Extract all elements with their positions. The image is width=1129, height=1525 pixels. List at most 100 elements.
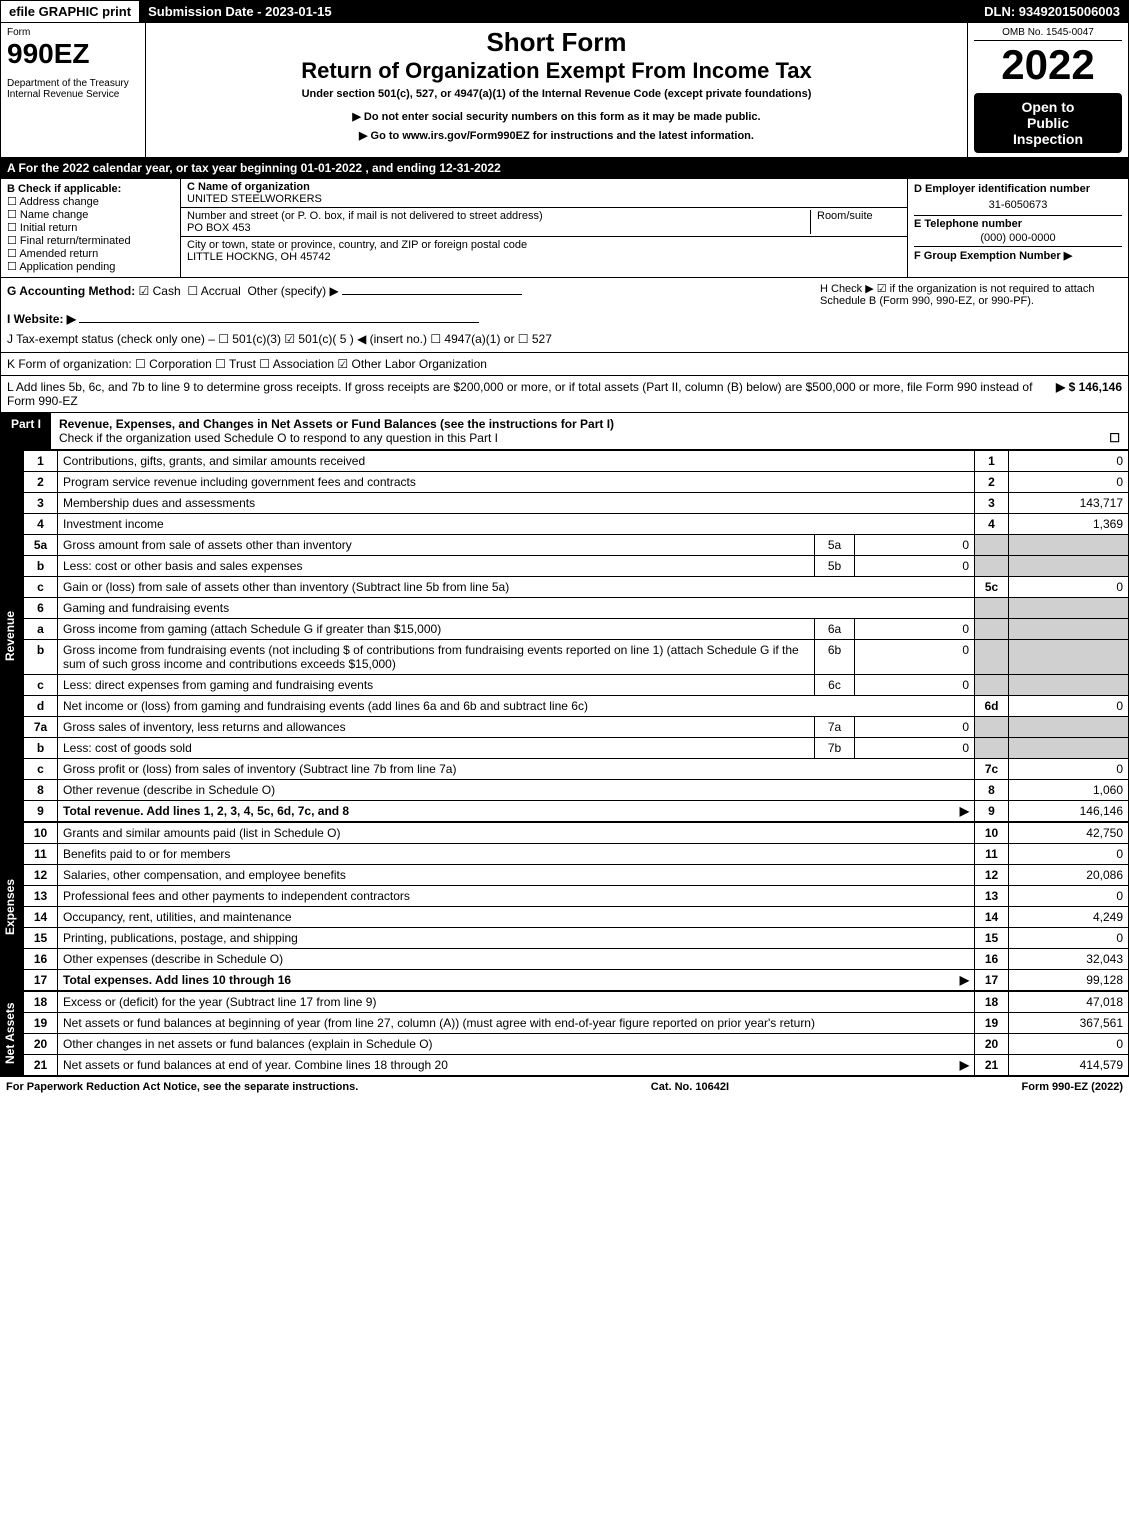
d-ein-label: D Employer identification number bbox=[914, 183, 1122, 195]
l11-desc: Benefits paid to or for members bbox=[58, 844, 975, 865]
part1-title-text: Revenue, Expenses, and Changes in Net As… bbox=[59, 417, 614, 431]
line-16: 16Other expenses (describe in Schedule O… bbox=[24, 949, 1129, 970]
l5b-shade1 bbox=[975, 556, 1009, 577]
b-opt-address[interactable]: ☐ Address change bbox=[7, 195, 174, 208]
l10-num: 10 bbox=[24, 823, 58, 844]
l5b-num: b bbox=[24, 556, 58, 577]
b-opt-final-label: Final return/terminated bbox=[20, 235, 131, 247]
i-row: I Website: ▶ bbox=[7, 312, 1122, 326]
l3-amt: 143,717 bbox=[1009, 493, 1129, 514]
h-box: H Check ▶ ☑ if the organization is not r… bbox=[820, 282, 1120, 307]
l5a-shade1 bbox=[975, 535, 1009, 556]
l16-desc: Other expenses (describe in Schedule O) bbox=[58, 949, 975, 970]
expenses-table: 10Grants and similar amounts paid (list … bbox=[23, 822, 1129, 991]
c-city-label: City or town, state or province, country… bbox=[187, 239, 527, 251]
g-accrual[interactable]: ☐ Accrual bbox=[187, 284, 240, 298]
line-6: 6Gaming and fundraising events bbox=[24, 598, 1129, 619]
l17-amt: 99,128 bbox=[1009, 970, 1129, 991]
l20-ln: 20 bbox=[975, 1034, 1009, 1055]
l6-num: 6 bbox=[24, 598, 58, 619]
netassets-table: 18Excess or (deficit) for the year (Subt… bbox=[23, 991, 1129, 1076]
l6-shade2 bbox=[1009, 598, 1129, 619]
tax-year: 2022 bbox=[974, 41, 1122, 89]
b-opt-final[interactable]: ☐ Final return/terminated bbox=[7, 234, 174, 247]
line-15: 15Printing, publications, postage, and s… bbox=[24, 928, 1129, 949]
org-name: UNITED STEELWORKERS bbox=[187, 193, 322, 205]
efile-print-button[interactable]: efile GRAPHIC print bbox=[1, 1, 140, 22]
l5b-subval: 0 bbox=[855, 556, 975, 577]
l12-desc: Salaries, other compensation, and employ… bbox=[58, 865, 975, 886]
line-5c: cGain or (loss) from sale of assets othe… bbox=[24, 577, 1129, 598]
l7b-sub: 7b bbox=[815, 738, 855, 759]
line-20: 20Other changes in net assets or fund ba… bbox=[24, 1034, 1129, 1055]
line-13: 13Professional fees and other payments t… bbox=[24, 886, 1129, 907]
l10-amt: 42,750 bbox=[1009, 823, 1129, 844]
l11-num: 11 bbox=[24, 844, 58, 865]
l6c-desc: Less: direct expenses from gaming and fu… bbox=[58, 675, 815, 696]
b-opt-initial[interactable]: ☐ Initial return bbox=[7, 221, 174, 234]
revenue-section: Revenue 1Contributions, gifts, grants, a… bbox=[0, 450, 1129, 822]
l11-ln: 11 bbox=[975, 844, 1009, 865]
l20-desc: Other changes in net assets or fund bala… bbox=[58, 1034, 975, 1055]
part1-tab: Part I bbox=[1, 413, 51, 449]
c-name-cell: C Name of organization UNITED STEELWORKE… bbox=[181, 179, 907, 208]
dln-number: DLN: 93492015006003 bbox=[976, 1, 1128, 22]
l7b-desc: Less: cost of goods sold bbox=[58, 738, 815, 759]
l21-arrow: ▶ bbox=[960, 1058, 969, 1072]
org-city: LITTLE HOCKNG, OH 45742 bbox=[187, 251, 331, 263]
l3-ln: 3 bbox=[975, 493, 1009, 514]
b-opt-name-label: Name change bbox=[20, 209, 89, 221]
b-opt-pending[interactable]: ☐ Application pending bbox=[7, 260, 174, 273]
l4-amt: 1,369 bbox=[1009, 514, 1129, 535]
l3-num: 3 bbox=[24, 493, 58, 514]
l5c-amt: 0 bbox=[1009, 577, 1129, 598]
netassets-section: Net Assets 18Excess or (deficit) for the… bbox=[0, 991, 1129, 1076]
header-warn2: ▶ Go to www.irs.gov/Form990EZ for instru… bbox=[152, 129, 961, 142]
l6c-shade1 bbox=[975, 675, 1009, 696]
l17-arrow: ▶ bbox=[960, 973, 969, 987]
short-form-title: Short Form bbox=[152, 27, 961, 58]
line-21: 21Net assets or fund balances at end of … bbox=[24, 1055, 1129, 1076]
l5a-subval: 0 bbox=[855, 535, 975, 556]
l2-ln: 2 bbox=[975, 472, 1009, 493]
website-field[interactable] bbox=[79, 322, 479, 323]
l6a-shade1 bbox=[975, 619, 1009, 640]
line-8: 8Other revenue (describe in Schedule O)8… bbox=[24, 780, 1129, 801]
b-opt-name[interactable]: ☐ Name change bbox=[7, 208, 174, 221]
topbar-spacer bbox=[341, 1, 977, 22]
line-12: 12Salaries, other compensation, and empl… bbox=[24, 865, 1129, 886]
header-subtitle: Under section 501(c), 527, or 4947(a)(1)… bbox=[152, 88, 961, 100]
line-7c: cGross profit or (loss) from sales of in… bbox=[24, 759, 1129, 780]
form-word: Form bbox=[7, 27, 139, 38]
ein-value: 31-6050673 bbox=[914, 199, 1122, 211]
g-other[interactable]: Other (specify) ▶ bbox=[247, 284, 338, 298]
l-amount: ▶ $ 146,146 bbox=[1056, 380, 1122, 408]
irs-label: Internal Revenue Service bbox=[7, 89, 139, 100]
l7c-num: c bbox=[24, 759, 58, 780]
l5a-num: 5a bbox=[24, 535, 58, 556]
l9-ln: 9 bbox=[975, 801, 1009, 822]
l6d-desc: Net income or (loss) from gaming and fun… bbox=[58, 696, 975, 717]
b-opt-amended[interactable]: ☐ Amended return bbox=[7, 247, 174, 260]
l5a-shade2 bbox=[1009, 535, 1129, 556]
j-row: J Tax-exempt status (check only one) – ☐… bbox=[7, 332, 1122, 346]
k-row: K Form of organization: ☐ Corporation ☐ … bbox=[0, 353, 1129, 376]
line-9: 9Total revenue. Add lines 1, 2, 3, 4, 5c… bbox=[24, 801, 1129, 822]
g-cash[interactable]: ☑ Cash bbox=[139, 284, 181, 298]
l17-desc-wrap: Total expenses. Add lines 10 through 16 … bbox=[58, 970, 975, 991]
header-left: Form 990EZ Department of the Treasury In… bbox=[1, 23, 146, 157]
part1-checkbox[interactable]: ☐ bbox=[1109, 431, 1120, 445]
b-opt-amended-label: Amended return bbox=[19, 248, 98, 260]
g-other-field[interactable] bbox=[342, 294, 522, 295]
l5b-desc: Less: cost or other basis and sales expe… bbox=[58, 556, 815, 577]
l-row: L Add lines 5b, 6c, and 7b to line 9 to … bbox=[0, 376, 1129, 413]
l6a-shade2 bbox=[1009, 619, 1129, 640]
l20-num: 20 bbox=[24, 1034, 58, 1055]
i-label: I Website: ▶ bbox=[7, 312, 76, 326]
part1-header: Part I Revenue, Expenses, and Changes in… bbox=[0, 413, 1129, 450]
l15-num: 15 bbox=[24, 928, 58, 949]
l2-num: 2 bbox=[24, 472, 58, 493]
line-10: 10Grants and similar amounts paid (list … bbox=[24, 823, 1129, 844]
header-right: OMB No. 1545-0047 2022 Open to Public In… bbox=[968, 23, 1128, 157]
l18-amt: 47,018 bbox=[1009, 992, 1129, 1013]
